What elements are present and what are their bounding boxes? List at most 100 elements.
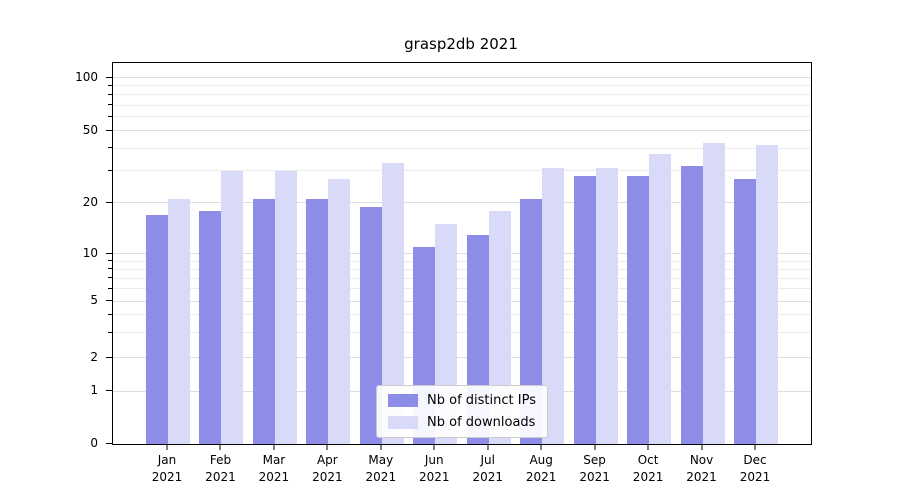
y-tick-mark	[106, 129, 112, 131]
x-tick-mark	[540, 444, 542, 450]
gridline	[113, 332, 811, 334]
gridline	[113, 300, 811, 302]
gridline	[113, 147, 811, 149]
y-minor-tick-mark	[108, 313, 112, 315]
y-minor-tick-mark	[108, 115, 112, 117]
bar-distinct-ips	[627, 176, 650, 444]
y-tick-label: 5	[90, 293, 98, 308]
legend-item-downloads: Nb of downloads	[388, 415, 536, 430]
gridline	[113, 288, 811, 290]
bar-distinct-ips	[359, 206, 382, 444]
x-tick-mark	[701, 444, 703, 450]
legend-item-distinct-ips: Nb of distinct IPs	[388, 393, 536, 408]
x-tick-label: Jan 2021	[151, 453, 183, 484]
y-minor-tick-mark	[108, 147, 112, 149]
y-minor-tick-mark	[108, 104, 112, 106]
gridline	[113, 77, 811, 79]
bar-distinct-ips	[734, 179, 756, 444]
gridline	[113, 116, 811, 118]
bar-distinct-ips	[680, 165, 703, 444]
y-tick-mark	[106, 443, 112, 444]
y-minor-tick-mark	[108, 260, 112, 262]
y-tick-label: 0	[90, 436, 98, 450]
bar-downloads	[168, 199, 190, 444]
y-tick-label: 50	[82, 122, 98, 137]
bar-downloads	[328, 179, 351, 444]
bar-distinct-ips	[252, 199, 275, 444]
y-tick-mark	[106, 252, 112, 254]
bar-downloads	[542, 168, 565, 444]
x-tick-mark	[647, 444, 649, 450]
x-tick-mark	[166, 444, 168, 450]
chart-title: grasp2db 2021	[404, 35, 518, 53]
x-tick-label: Oct 2021	[632, 453, 664, 484]
x-tick-mark	[380, 444, 382, 450]
x-tick-mark	[487, 444, 489, 450]
gridline	[113, 85, 811, 87]
gridline	[113, 170, 811, 172]
bar-distinct-ips	[573, 176, 596, 444]
x-tick-mark	[594, 444, 596, 450]
gridline	[113, 202, 811, 204]
legend-label-distinct-ips: Nb of distinct IPs	[427, 393, 536, 408]
y-minor-tick-mark	[108, 287, 112, 289]
bar-downloads	[595, 168, 618, 444]
x-tick-label: Feb 2021	[205, 453, 236, 484]
y-minor-tick-mark	[108, 268, 112, 270]
legend: Nb of distinct IPs Nb of downloads	[376, 385, 548, 438]
x-tick-label: Sep 2021	[579, 453, 610, 484]
y-tick-label: 20	[82, 194, 98, 209]
x-tick-mark	[219, 444, 221, 450]
bar-distinct-ips	[520, 199, 543, 444]
plot-area: Nb of distinct IPs Nb of downloads	[112, 62, 812, 445]
bar-downloads	[274, 170, 297, 444]
x-tick-label: May 2021	[365, 453, 397, 484]
x-tick-mark	[754, 444, 756, 450]
y-tick-label: 2	[90, 349, 98, 364]
y-tick-mark	[106, 356, 112, 358]
y-minor-tick-mark	[108, 84, 112, 86]
x-tick-label: Jun 2021	[418, 453, 450, 484]
x-tick-label: Nov 2021	[686, 453, 717, 484]
x-tick-mark	[273, 444, 275, 450]
y-minor-tick-mark	[108, 93, 112, 95]
gridline	[113, 268, 811, 270]
bar-distinct-ips	[146, 214, 168, 444]
bar-distinct-ips	[306, 199, 329, 444]
y-minor-tick-mark	[108, 331, 112, 333]
bar-downloads	[221, 170, 244, 444]
gridline	[113, 357, 811, 359]
bar-downloads	[756, 144, 778, 444]
y-tick-mark	[106, 76, 112, 78]
gridline	[113, 130, 811, 132]
x-tick-label: Apr 2021	[312, 453, 343, 484]
bar-distinct-ips	[199, 210, 222, 444]
gridline	[113, 253, 811, 255]
x-tick-label: Aug 2021	[525, 453, 557, 484]
gridline	[113, 260, 811, 262]
x-tick-label: Mar 2021	[258, 453, 290, 484]
bar-downloads	[649, 154, 672, 444]
legend-label-downloads: Nb of downloads	[427, 415, 536, 430]
gridline	[113, 104, 811, 106]
x-tick-label: Jul 2021	[472, 453, 503, 484]
y-tick-label: 1	[90, 383, 98, 398]
gridline	[113, 314, 811, 316]
y-tick-mark	[106, 201, 112, 203]
y-minor-tick-mark	[108, 277, 112, 279]
y-tick-mark	[106, 390, 112, 392]
legend-swatch-downloads	[388, 416, 419, 429]
y-tick-label: 10	[82, 245, 98, 260]
y-tick-mark	[106, 300, 112, 302]
bar-downloads	[702, 142, 725, 444]
legend-swatch-distinct-ips	[388, 394, 419, 407]
x-tick-mark	[433, 444, 435, 450]
y-tick-label: 100	[75, 69, 98, 84]
y-minor-tick-mark	[108, 169, 112, 171]
gridline	[113, 94, 811, 96]
x-tick-label: Dec 2021	[739, 453, 771, 484]
bar-downloads	[381, 163, 404, 444]
gridline	[113, 277, 811, 279]
x-tick-mark	[326, 444, 328, 450]
